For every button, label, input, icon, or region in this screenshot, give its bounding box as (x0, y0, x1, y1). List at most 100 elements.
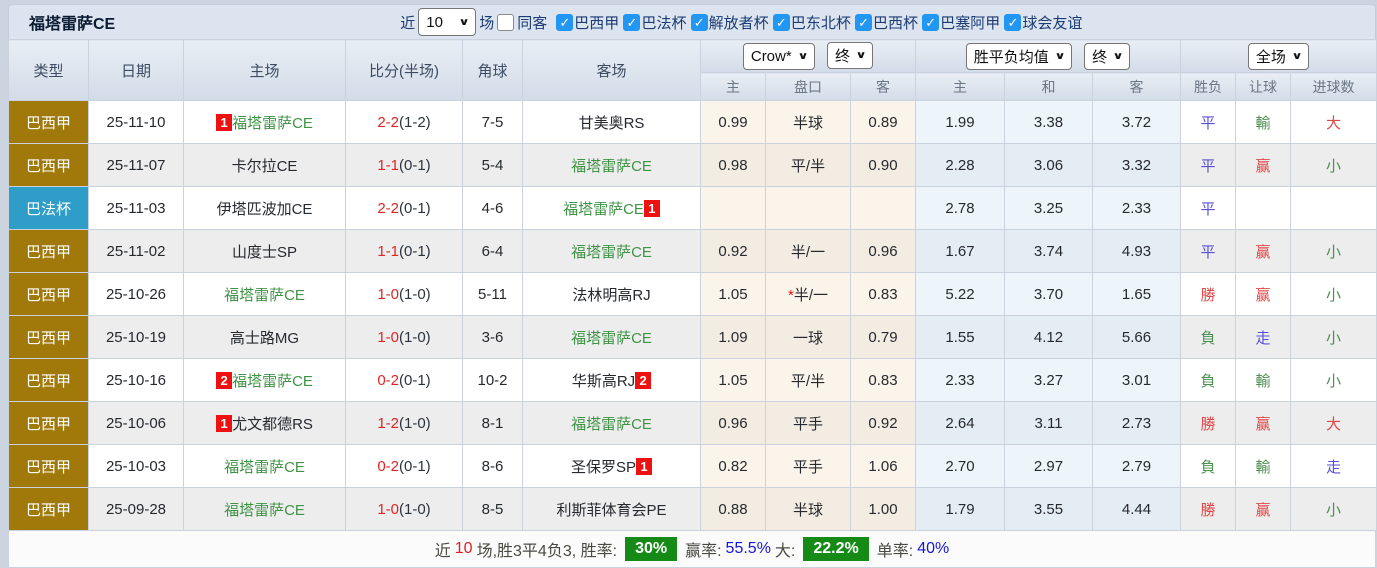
ah-home-odds-cell: 0.88 (700, 487, 766, 531)
big-label: 大: (774, 543, 796, 560)
league-checkbox[interactable]: ✓ (772, 13, 790, 31)
handicap-result-cell: 輸 (1235, 358, 1291, 402)
goals-result-cell: 大 (1290, 401, 1377, 445)
eu-away-odds-cell: 1.65 (1092, 272, 1181, 316)
eu-home-odds-cell: 2.28 (915, 143, 1005, 187)
league-cell: 巴西甲 (8, 315, 89, 359)
result-scope-select[interactable]: 全场 ∨ (1247, 42, 1310, 70)
date-cell: 25-10-06 (88, 401, 184, 445)
eu-home-odds-cell: 2.33 (915, 358, 1005, 402)
ah-handicap-cell: 平手 (765, 401, 851, 445)
table-row: 巴西甲 25-10-16 2 福塔雷萨CE 0-2(0-1) 10-2 华斯高RJ… (8, 358, 1377, 402)
match-count-select[interactable]: 10 ∨ (418, 8, 477, 36)
home-team-cell: 福塔雷萨CE (183, 487, 346, 531)
eu-home-odds-cell: 1.55 (915, 315, 1005, 359)
home-team-name: 福塔雷萨CE (232, 114, 313, 132)
eu-draw-odds-cell: 2.97 (1004, 444, 1093, 488)
wdl-result-cell: 勝 (1180, 272, 1236, 316)
ah-handicap-cell: 半/一 (765, 229, 851, 273)
subcol-ah-home: 主 (700, 72, 766, 101)
big-rate-badge: 22.2% (803, 537, 869, 561)
eu-away-odds-cell: 3.32 (1092, 143, 1181, 187)
wdl-result-cell: 平 (1180, 186, 1236, 230)
col-header-score: 比分(半场) (345, 39, 463, 101)
handicap-name: 平手 (792, 458, 823, 476)
eu-draw-odds-cell: 3.70 (1004, 272, 1093, 316)
league-checkbox[interactable]: ✓ (1004, 13, 1022, 31)
halftime-score: (0-1) (399, 457, 431, 475)
handicap-result-cell: 赢 (1235, 272, 1291, 316)
home-team-name: 尤文都德RS (232, 415, 313, 433)
ah-away-odds-cell: 1.06 (850, 444, 916, 488)
corners-cell: 5-11 (462, 272, 523, 316)
ah-handicap-cell: 平手 (765, 444, 851, 488)
handicap-result-cell: 赢 (1235, 487, 1291, 531)
match-history-table: 类型 日期 主场 比分(半场) 角球 客场 Crow* ∨ 终 ∨ (8, 39, 1377, 531)
away-team-name: 法林明高RJ (572, 286, 651, 304)
league-cell: 巴西甲 (8, 487, 89, 531)
subcol-eu-home: 主 (915, 72, 1005, 101)
league-checkbox[interactable]: ✓ (623, 13, 641, 31)
stats-panel: 福塔雷萨CE 近 10 ∨ 场 同客 ✓ 巴西甲 ✓ 巴法杯 ✓ 解放者杯 ✓ 巴东北杯… (8, 4, 1377, 568)
wdl-result-cell: 平 (1180, 100, 1236, 144)
wdl-result-cell: 負 (1180, 315, 1236, 359)
ah-handicap-cell: 半球 (765, 100, 851, 144)
eu-away-odds-cell: 2.73 (1092, 401, 1181, 445)
corners-cell: 6-4 (462, 229, 523, 273)
league-filter: ✓ 巴西甲 (556, 12, 619, 33)
league-checkbox[interactable]: ✓ (855, 13, 873, 31)
corners-cell: 5-4 (462, 143, 523, 187)
table-row: 巴西甲 25-10-26 福塔雷萨CE 1-0(1-0) 5-11 法林明高RJ… (8, 272, 1377, 316)
halftime-score: (1-0) (399, 414, 431, 432)
ah-company-select[interactable]: Crow* ∨ (742, 43, 815, 70)
handicap-result-cell: 赢 (1235, 401, 1291, 445)
halftime-score: (0-1) (399, 199, 431, 217)
same-venue-checkbox[interactable] (497, 13, 515, 31)
fulltime-score: 0-2 (377, 371, 399, 389)
col-header-date: 日期 (88, 39, 184, 101)
home-team-cell: 卡尔拉CE (183, 143, 346, 187)
handicap-name: 一球 (792, 329, 823, 347)
league-cell: 巴西甲 (8, 229, 89, 273)
ah-home-odds-cell: 0.96 (700, 401, 766, 445)
chevron-down-icon: ∨ (1112, 50, 1124, 62)
ah-home-odds-cell: 0.82 (700, 444, 766, 488)
eu-away-odds-cell: 2.79 (1092, 444, 1181, 488)
league-checkbox[interactable]: ✓ (690, 13, 708, 31)
home-team-name: 高士路MG (229, 329, 300, 347)
goals-result-cell: 走 (1290, 444, 1377, 488)
single-label: 单率: (876, 543, 914, 560)
col-header-away: 客场 (522, 39, 701, 101)
win-odds-label: 赢率: (685, 543, 722, 560)
away-team-name: 福塔雷萨CE (571, 329, 652, 347)
ah-away-odds-cell: 0.83 (850, 272, 916, 316)
date-cell: 25-09-28 (88, 487, 184, 531)
home-team-name: 福塔雷萨CE (224, 501, 305, 519)
ah-state-select[interactable]: 终 ∨ (827, 42, 874, 69)
away-team-cell: 圣保罗SP 1 (522, 444, 701, 488)
fulltime-score: 1-0 (377, 500, 399, 518)
summary-prefix: 近 (434, 543, 451, 560)
result-group-header: 全场 ∨ (1180, 39, 1377, 73)
away-team-name: 利斯菲体育会PE (556, 501, 667, 519)
away-team-cell: 福塔雷萨CE (522, 143, 701, 187)
ah-home-odds-cell: 0.92 (700, 229, 766, 273)
eu-away-odds-cell: 2.33 (1092, 186, 1181, 230)
ah-away-odds-cell: 0.79 (850, 315, 916, 359)
corners-cell: 4-6 (462, 186, 523, 230)
league-checkbox[interactable]: ✓ (922, 13, 940, 31)
ah-home-odds-cell: 1.05 (700, 358, 766, 402)
eu-state-select[interactable]: 终 ∨ (1084, 42, 1131, 70)
league-filter: ✓ 巴塞阿甲 (922, 12, 1000, 33)
chevron-down-icon: ∨ (1291, 50, 1303, 62)
goals-result-cell: 小 (1290, 315, 1377, 359)
home-team-name: 伊塔匹波加CE (216, 200, 313, 218)
chevron-down-icon: ∨ (1054, 50, 1066, 62)
league-checkbox[interactable]: ✓ (556, 13, 574, 31)
away-team-name: 福塔雷萨CE (563, 200, 644, 218)
eu-company-select[interactable]: 胜平负均值 ∨ (965, 42, 1072, 70)
league-cell: 巴西甲 (8, 444, 89, 488)
score-cell: 1-0(1-0) (345, 487, 463, 531)
fulltime-score: 0-2 (377, 457, 399, 475)
away-team-name: 甘美奥RS (578, 114, 645, 132)
